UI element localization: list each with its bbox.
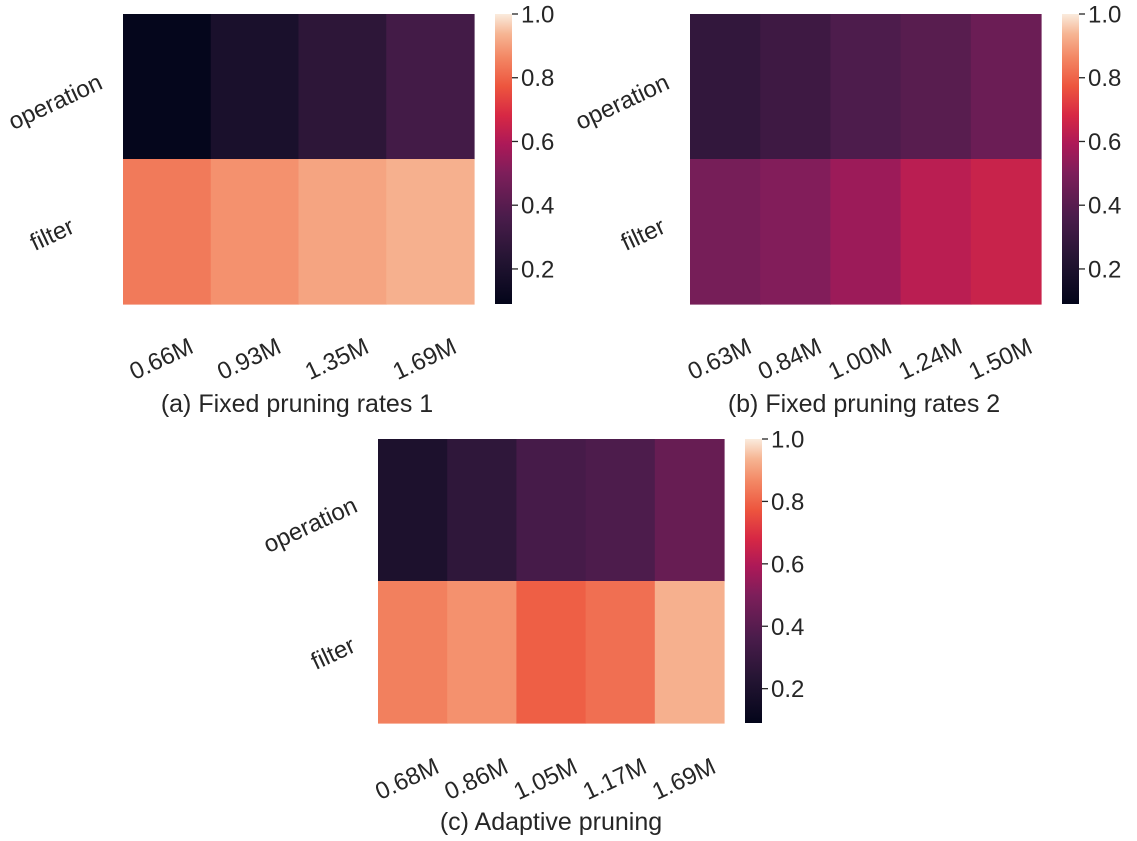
heatmap-cell-operation-2: [516, 439, 587, 582]
row-label-operation: operation: [571, 69, 673, 136]
heatmap-cell-operation-3: [900, 14, 972, 160]
colorbar-tick-label: 0.6: [521, 129, 554, 156]
heatmap-cell-filter-1: [210, 159, 300, 305]
heatmap-cell-operation-0: [123, 14, 212, 160]
colorbar-tick-label: 0.8: [1088, 65, 1121, 92]
column-label-0: 0.68M: [371, 753, 443, 806]
heatmap-cell-filter-3: [585, 581, 656, 724]
row-label-filter: filter: [617, 213, 670, 257]
heatmap-cell-filter-3: [900, 159, 972, 305]
chart-caption: (c) Adaptive pruning: [440, 808, 662, 836]
row-label-filter: filter: [26, 213, 79, 257]
heatmap-cell-operation-0: [378, 439, 448, 582]
column-label-0: 0.63M: [684, 333, 756, 386]
colorbar-tick-label: 1.0: [1088, 2, 1121, 29]
heatmap-cell-filter-4: [654, 581, 725, 724]
column-label-4: 1.69M: [648, 753, 720, 806]
heatmap-cell-operation-2: [830, 14, 902, 160]
heatmap-cell-operation-2: [298, 14, 387, 160]
heatmap-cell-operation-1: [210, 14, 300, 160]
colorbar-tick-label: 0.2: [521, 256, 554, 283]
heatmap-cell-operation-1: [447, 439, 517, 582]
column-label-1: 0.86M: [440, 753, 512, 806]
colorbar-tick-label: 0.4: [521, 193, 554, 220]
colorbar-tick-label: 1.0: [521, 2, 554, 29]
heatmap-cell-filter-2: [298, 159, 387, 305]
column-label-2: 1.00M: [824, 333, 896, 386]
row-label-operation: operation: [4, 69, 106, 136]
colorbar-tick-label: 0.6: [771, 551, 804, 578]
colorbar-tick-label: 0.2: [1088, 256, 1121, 283]
heatmap-cell-operation-4: [970, 14, 1042, 160]
column-label-3: 1.24M: [894, 333, 966, 386]
heatmap-cell-filter-0: [378, 581, 448, 724]
heatmap-cell-operation-1: [760, 14, 831, 160]
column-label-3: 1.17M: [579, 753, 651, 806]
colorbar-tick-label: 0.2: [771, 676, 804, 703]
column-label-1: 0.84M: [754, 333, 826, 386]
heatmap-cell-operation-4: [654, 439, 725, 582]
heatmap-cell-filter-3: [386, 159, 475, 305]
heatmap-cell-operation-3: [585, 439, 656, 582]
column-label-0: 0.66M: [126, 333, 198, 386]
column-label-4: 1.50M: [965, 333, 1037, 386]
colorbar-tick-label: 0.8: [521, 65, 554, 92]
row-label-operation: operation: [259, 492, 361, 559]
heatmap-panel-a: operation filter 0.66M 0.93M 1.35M 1.69M 0.2 0.…: [4, 2, 554, 419]
heatmap-cell-filter-0: [690, 159, 761, 305]
colorbar: [495, 14, 512, 304]
colorbar: [745, 439, 762, 723]
heatmap-cell-operation-0: [690, 14, 761, 160]
heatmap-cell-filter-1: [760, 159, 831, 305]
colorbar-tick-label: 0.8: [771, 489, 804, 516]
colorbar-tick-label: 0.4: [1088, 193, 1121, 220]
heatmap-cell-filter-1: [447, 581, 517, 724]
colorbar-tick-label: 0.6: [1088, 129, 1121, 156]
heatmap-cell-filter-2: [516, 581, 587, 724]
heatmap-panel-c: operation filter 0.68M0.86M1.05M1.17M1.69M…: [259, 427, 804, 837]
chart-caption: (a) Fixed pruning rates 1: [161, 390, 433, 418]
heatmap-cell-filter-0: [123, 159, 212, 305]
heatmap-cell-operation-3: [386, 14, 475, 160]
row-label-filter: filter: [307, 632, 360, 676]
chart-caption: (b) Fixed pruning rates 2: [728, 390, 1000, 418]
colorbar-tick-label: 0.4: [771, 614, 804, 641]
column-label-2: 1.05M: [510, 753, 582, 806]
heatmap-panel-b: operation filter 0.63M0.84M1.00M1.24M1.50M…: [571, 2, 1121, 419]
colorbar: [1062, 14, 1079, 304]
column-label-2: 1.35M: [301, 333, 373, 386]
colorbar-tick-label: 1.0: [771, 427, 804, 454]
heatmap-cell-filter-2: [830, 159, 902, 305]
column-label-3: 1.69M: [389, 333, 461, 386]
heatmap-cell-filter-4: [970, 159, 1042, 305]
column-label-1: 0.93M: [213, 333, 285, 386]
